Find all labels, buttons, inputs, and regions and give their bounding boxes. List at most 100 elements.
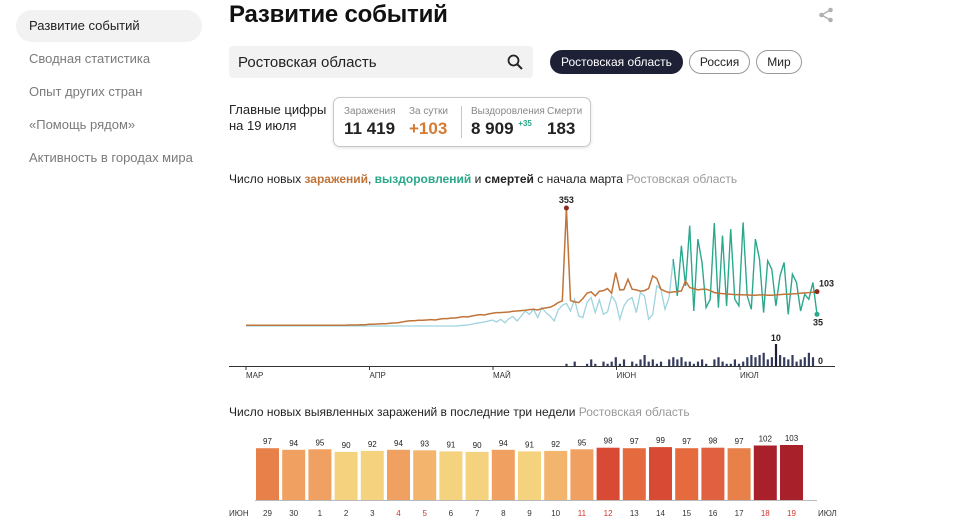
chart1-title-suffix: с начала марта bbox=[533, 172, 623, 186]
annotation-deaths-max: 10 bbox=[771, 333, 781, 343]
annotation-peak: 353 bbox=[559, 195, 574, 205]
death-bar bbox=[750, 355, 753, 366]
sidebar-item-help-nearby[interactable]: «Помощь рядом» bbox=[29, 117, 136, 132]
chip-russia[interactable]: Россия bbox=[688, 50, 751, 74]
search-icon[interactable] bbox=[507, 54, 523, 70]
bar-value-label: 97 bbox=[682, 437, 691, 446]
stat-infections: Заражения 11 419 bbox=[344, 106, 396, 139]
annotation-last-infections: 103 bbox=[819, 279, 834, 289]
death-bar bbox=[696, 361, 700, 366]
death-bar bbox=[586, 363, 589, 366]
x-axis-day-label: 12 bbox=[604, 509, 613, 518]
death-bar bbox=[770, 357, 773, 366]
death-bar bbox=[705, 363, 708, 366]
sidebar-item-events[interactable]: Развитие событий bbox=[16, 10, 202, 42]
death-bar bbox=[606, 363, 609, 366]
death-bar bbox=[594, 363, 597, 366]
death-bar bbox=[676, 359, 679, 366]
death-bar bbox=[573, 361, 576, 366]
death-bar bbox=[807, 352, 810, 366]
death-bar bbox=[799, 359, 802, 366]
chart1-title: Число новых заражений, выздоровлений и с… bbox=[229, 172, 737, 186]
share-icon[interactable] bbox=[818, 7, 834, 23]
death-bar bbox=[692, 363, 695, 366]
bar-value-label: 99 bbox=[656, 436, 665, 445]
x-axis-day-label: 15 bbox=[682, 509, 691, 518]
x-axis-tick-label: ИЮЛ bbox=[740, 371, 759, 380]
x-axis-day-label: 3 bbox=[370, 509, 375, 518]
chart2-title-text: Число новых выявленных заражений в после… bbox=[229, 405, 576, 419]
page-title: Развитие событий bbox=[229, 1, 448, 28]
search-box bbox=[229, 46, 533, 78]
death-bar bbox=[631, 361, 634, 366]
death-bar bbox=[762, 352, 765, 366]
death-bar bbox=[787, 359, 790, 366]
death-bar bbox=[635, 363, 638, 366]
x-axis-day-label: 19 bbox=[787, 509, 796, 518]
death-bar bbox=[590, 359, 593, 366]
stats-divider bbox=[461, 106, 462, 138]
death-bar bbox=[701, 359, 704, 366]
bar-value-label: 93 bbox=[420, 439, 429, 448]
x-axis-day-label: 8 bbox=[501, 509, 506, 518]
death-bar bbox=[783, 357, 786, 366]
death-bar bbox=[672, 357, 675, 366]
x-axis-day-label: 11 bbox=[578, 509, 587, 518]
death-bar bbox=[721, 361, 724, 366]
death-bar bbox=[618, 363, 621, 366]
x-axis-day-label: 6 bbox=[449, 509, 454, 518]
stat-recovered-delta: +35 bbox=[518, 119, 532, 128]
annotation-last-recoveries: 35 bbox=[813, 317, 823, 327]
bar-7 bbox=[465, 451, 489, 500]
death-bar bbox=[614, 357, 617, 366]
bar-30 bbox=[282, 449, 306, 500]
sidebar-item-other-countries[interactable]: Опыт других стран bbox=[29, 84, 143, 99]
bar-value-label: 97 bbox=[630, 437, 639, 446]
bar-5 bbox=[413, 450, 437, 500]
death-bar bbox=[746, 357, 749, 366]
x-axis-day-label: 10 bbox=[551, 509, 560, 518]
x-axis-day-label: 16 bbox=[708, 509, 717, 518]
death-bar bbox=[643, 355, 646, 366]
bar-12 bbox=[596, 447, 620, 500]
bar-15 bbox=[675, 448, 699, 500]
death-bar bbox=[729, 363, 732, 366]
x-axis-tick-label: ИЮН bbox=[617, 371, 637, 380]
death-bar bbox=[766, 359, 769, 366]
bar-9 bbox=[518, 451, 541, 500]
death-bar bbox=[565, 363, 568, 366]
bar-value-label: 91 bbox=[446, 440, 455, 449]
bar-1 bbox=[308, 449, 332, 500]
bar-value-label: 97 bbox=[263, 437, 272, 446]
chip-world[interactable]: Мир bbox=[756, 50, 802, 74]
bar-value-label: 98 bbox=[708, 437, 717, 446]
chart1-title-recoveries: выздоровлений bbox=[374, 172, 472, 186]
bar-10 bbox=[544, 450, 568, 500]
bar-6 bbox=[439, 451, 463, 500]
x-axis-day-label: 1 bbox=[318, 509, 323, 518]
x-axis-day-label: 4 bbox=[396, 509, 401, 518]
death-bar bbox=[684, 361, 687, 366]
death-bar bbox=[655, 363, 658, 366]
death-bar bbox=[774, 344, 778, 366]
bar-2 bbox=[334, 451, 358, 500]
search-input[interactable] bbox=[229, 46, 501, 78]
x-axis-tick-label: АПР bbox=[370, 371, 386, 380]
death-bar bbox=[668, 359, 671, 366]
bar-value-label: 97 bbox=[735, 437, 744, 446]
death-bar bbox=[779, 355, 782, 366]
x-axis-tick-label: МАЙ bbox=[493, 371, 511, 380]
bar-4 bbox=[387, 449, 410, 500]
sidebar-item-world-cities[interactable]: Активность в городах мира bbox=[29, 150, 193, 165]
chart1-title-prefix: Число новых bbox=[229, 172, 305, 186]
bar-3 bbox=[360, 450, 384, 500]
chart1-title-and: и bbox=[471, 172, 485, 186]
sidebar-item-summary[interactable]: Сводная статистика bbox=[29, 51, 151, 66]
bar-value-label: 92 bbox=[551, 440, 560, 449]
bar-value-label: 103 bbox=[785, 434, 799, 443]
death-bar bbox=[758, 355, 761, 366]
stat-recovered-value: 8 909 bbox=[471, 119, 514, 138]
chip-rostov-region[interactable]: Ростовская область bbox=[550, 50, 683, 74]
death-bar bbox=[622, 359, 626, 366]
stat-deaths-label: Смерти bbox=[547, 106, 583, 117]
